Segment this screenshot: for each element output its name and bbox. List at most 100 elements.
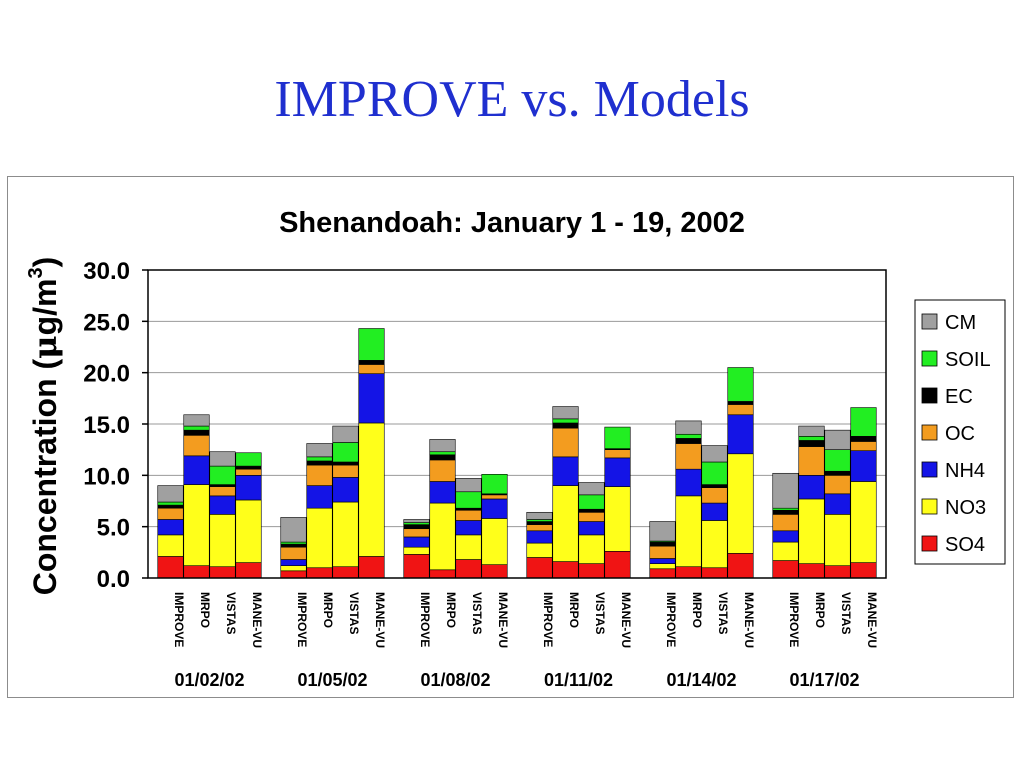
bar-segment-cm [552,406,579,420]
bar-segment-soil [481,474,508,495]
bar-segment-so4 [235,562,262,579]
legend-label: CM [945,312,976,334]
x-model-label: MANE-VU [619,592,633,648]
bar-segment-ec [798,440,825,447]
bar-segment-soil [604,426,631,449]
bar-segment-so4 [675,566,702,579]
bar-segment-nh4 [455,520,482,536]
bar-segment-oc [332,464,359,478]
bar-segment-cm [183,414,210,427]
bar-segment-no3 [332,501,359,568]
bar-segment-so4 [403,554,430,579]
bar-segment-ec [578,508,605,513]
x-model-label: MRPO [444,592,458,628]
bar-segment-soil [824,449,851,472]
bar-segment-ec [727,401,754,405]
bar-segment-nh4 [675,468,702,497]
bar-segment-nh4 [824,493,851,515]
bar-segment-so4 [798,563,825,579]
bar-segment-cm [429,439,456,453]
bar-segment-so4 [481,564,508,579]
y-tick-label: 10.0 [83,463,130,490]
bar-segment-no3 [209,514,236,568]
bar-segment-oc [772,514,799,532]
legend-swatch [921,350,938,367]
x-model-label: MRPO [690,592,704,628]
bar-segment-oc [358,364,385,374]
x-model-label: MANE-VU [742,592,756,648]
bar-segment-soil [798,436,825,441]
bar-segment-ec [701,484,728,488]
bar-segment-cm [649,521,676,542]
bar-segment-ec [403,524,430,530]
bar-segment-soil [455,491,482,509]
bar-segment-nh4 [157,519,184,536]
y-tick-label: 15.0 [83,412,130,439]
bar-segment-nh4 [798,475,825,500]
bar-segment-cm [701,445,728,463]
bar-segment-so4 [280,570,307,579]
bar-segment-soil [526,519,553,522]
bar-segment-cm [403,519,430,523]
bar-segment-cm [209,451,236,467]
bar-segment-so4 [157,556,184,579]
chart-title: Shenandoah: January 1 - 19, 2002 [279,207,745,239]
x-model-label: MANE-VU [250,592,264,648]
y-axis-label-mu: μ [26,335,64,358]
x-axis-labels: IMPROVE MRPO VISTAS MANE-VU 01/02/02 IMPROVE M… [172,592,879,690]
legend-label: EC [945,386,973,408]
bar-segment-so4 [306,567,333,579]
bar-segment-oc [552,427,579,458]
bar-segment-ec [552,422,579,429]
bar-segment-oc [306,464,333,486]
bar-segment-no3 [455,534,482,560]
bar-segment-soil [429,451,456,456]
bar-segment-soil [306,456,333,462]
bar-segment-no3 [824,514,851,566]
bar-segment-no3 [183,484,210,566]
bar-segment-nh4 [727,414,754,455]
x-date-label: 01/02/02 [174,670,244,690]
bar-segment-oc [798,446,825,476]
bar-segment-so4 [526,557,553,579]
y-axis-label-close: ) [27,257,63,268]
bar-segment-no3 [578,534,605,564]
bar-segment-no3 [701,520,728,569]
y-tick-label: 5.0 [97,515,130,542]
bar-segment-oc [526,524,553,532]
bar-segment-ec [280,543,307,548]
x-date-label: 01/11/02 [544,670,613,690]
bar-segment-so4 [772,560,799,579]
x-model-label: MANE-VU [496,592,510,648]
bar-segment-ec [358,360,385,365]
x-model-label: IMPROVE [787,592,801,647]
bar-segment-soil [850,407,877,437]
bar-segment-oc [183,434,210,457]
bar-segment-cm [824,429,851,450]
bar-segment-so4 [578,563,605,579]
bar-segment-nh4 [552,456,579,486]
bar-segment-soil [578,494,605,510]
bar-segment-soil [701,461,728,485]
x-model-label: IMPROVE [418,592,432,647]
legend-swatch [921,424,938,441]
x-model-label: VISTAS [347,592,361,634]
bar-segment-nh4 [358,373,385,424]
bar-segment-nh4 [235,475,262,501]
bar-segment-nh4 [209,495,236,515]
bar-segment-no3 [675,495,702,568]
bar-segment-no3 [358,422,385,557]
x-date-label: 01/05/02 [297,670,367,690]
bar-segment-soil [552,418,579,424]
bar-segment-ec [649,541,676,547]
bar-segment-oc [429,459,456,482]
bar-segment-oc [403,528,430,538]
bar-segment-nh4 [280,559,307,566]
x-model-label: IMPROVE [295,592,309,647]
bar-segment-no3 [850,481,877,563]
legend-swatch [921,498,938,515]
bar-segment-ec [332,461,359,466]
bar-segment-ec [850,436,877,442]
legend-swatch [921,313,938,330]
